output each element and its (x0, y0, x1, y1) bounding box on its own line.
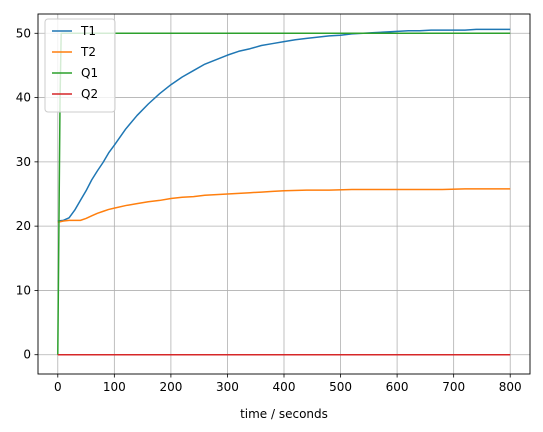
x-tick-label: 400 (273, 380, 296, 394)
legend-label-q2: Q2 (81, 87, 98, 101)
y-tick-label: 0 (23, 348, 31, 362)
series-line-t2 (57, 188, 511, 224)
x-tick-label: 700 (442, 380, 465, 394)
legend: T1 T2 Q1 Q2 (44, 18, 116, 113)
legend-label-t2: T2 (80, 45, 96, 59)
x-tick-label: 100 (103, 380, 126, 394)
y-tick-label: 50 (16, 26, 31, 40)
y-tick-label: 30 (16, 155, 31, 169)
x-tick-label: 300 (216, 380, 239, 394)
x-axis-label: time / seconds (240, 407, 328, 421)
y-tick-label: 20 (16, 219, 31, 233)
legend-label-t1: T1 (80, 24, 96, 38)
x-tick-label: 200 (159, 380, 182, 394)
x-tick-label: 600 (386, 380, 409, 394)
series-line-t1 (57, 28, 511, 222)
x-tick-label: 500 (329, 380, 352, 394)
y-tick-label: 10 (16, 283, 31, 297)
x-tick-label: 0 (54, 380, 62, 394)
x-tick-label: 800 (499, 380, 522, 394)
y-axis-ticks: 0 10 20 30 40 50 (16, 26, 38, 362)
legend-box (44, 18, 116, 113)
y-tick-label: 40 (16, 91, 31, 105)
x-axis-ticks: 0 100 200 300 400 500 600 700 800 (54, 374, 522, 394)
legend-label-q1: Q1 (81, 66, 98, 80)
